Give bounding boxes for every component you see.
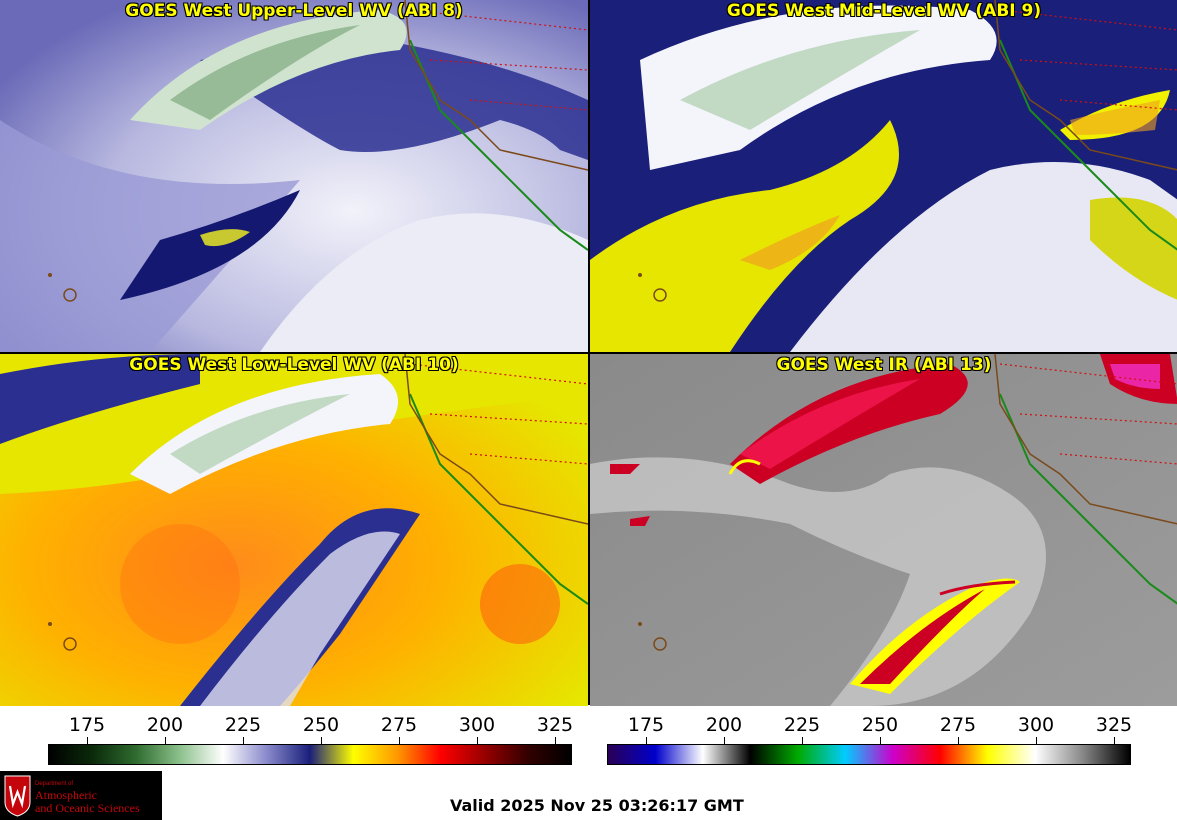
panel-upper-wv: GOES West Upper-Level WV (ABI 8) <box>0 0 588 352</box>
colorbar-wv: 175 200 225 250 275 300 325 <box>48 706 573 768</box>
colorbar-tick <box>165 737 166 744</box>
panel-title: GOES West Mid-Level WV (ABI 9) <box>726 1 1042 21</box>
colorbar-tick-label: 300 <box>1017 714 1055 736</box>
panel-ir: GOES West IR (ABI 13) <box>590 354 1177 706</box>
colorbar-tick <box>724 737 725 744</box>
panel-low-wv: GOES West Low-Level WV (ABI 10) <box>0 354 588 706</box>
colorbar-tick <box>243 737 244 744</box>
colorbar-tick-label: 175 <box>627 714 665 736</box>
colorbar-tick-label: 175 <box>68 714 106 736</box>
valid-time: Valid 2025 Nov 25 03:26:17 GMT <box>450 796 744 815</box>
colorbar-tick-label: 200 <box>146 714 184 736</box>
colorbar-tick <box>958 737 959 744</box>
colorbar-tick <box>399 737 400 744</box>
panel-divider <box>0 352 1177 354</box>
colorbar-tick <box>802 737 803 744</box>
colorbar-tick-label: 275 <box>380 714 418 736</box>
colorbar-tick <box>477 737 478 744</box>
colorbar-tick <box>646 737 647 744</box>
colorbar-tick-label: 275 <box>939 714 977 736</box>
colorbar-tick <box>880 737 881 744</box>
colorbar-tick-label: 200 <box>705 714 743 736</box>
colorbar-tick <box>1114 737 1115 744</box>
panel-mid-wv: GOES West Mid-Level WV (ABI 9) <box>590 0 1177 352</box>
logo-dept: Department of <box>35 781 74 787</box>
colorbar-gradient <box>48 744 572 765</box>
colorbar-tick <box>87 737 88 744</box>
aos-logo: Department of Atmospheric and Oceanic Sc… <box>0 771 162 820</box>
colorbar-tick-label: 225 <box>783 714 821 736</box>
colorbar-ir: 175 200 225 250 275 300 325 <box>607 706 1132 768</box>
logo-line2: and Oceanic Sciences <box>35 801 140 815</box>
colorbar-tick <box>555 737 556 744</box>
colorbar-tick-label: 250 <box>302 714 340 736</box>
logo-line1: Atmospheric <box>35 788 97 802</box>
panel-title: GOES West Low-Level WV (ABI 10) <box>129 355 459 375</box>
colorbar-gradient <box>607 744 1131 765</box>
colorbar-tick-label: 225 <box>224 714 262 736</box>
panel-title: GOES West IR (ABI 13) <box>776 355 992 375</box>
colorbar-tick-label: 325 <box>536 714 574 736</box>
colorbar-tick <box>321 737 322 744</box>
panel-title: GOES West Upper-Level WV (ABI 8) <box>125 1 463 21</box>
colorbar-tick-label: 325 <box>1095 714 1133 736</box>
colorbar-tick <box>1036 737 1037 744</box>
colorbar-tick-label: 300 <box>458 714 496 736</box>
colorbar-tick-label: 250 <box>861 714 899 736</box>
uw-seal-icon <box>4 775 31 817</box>
